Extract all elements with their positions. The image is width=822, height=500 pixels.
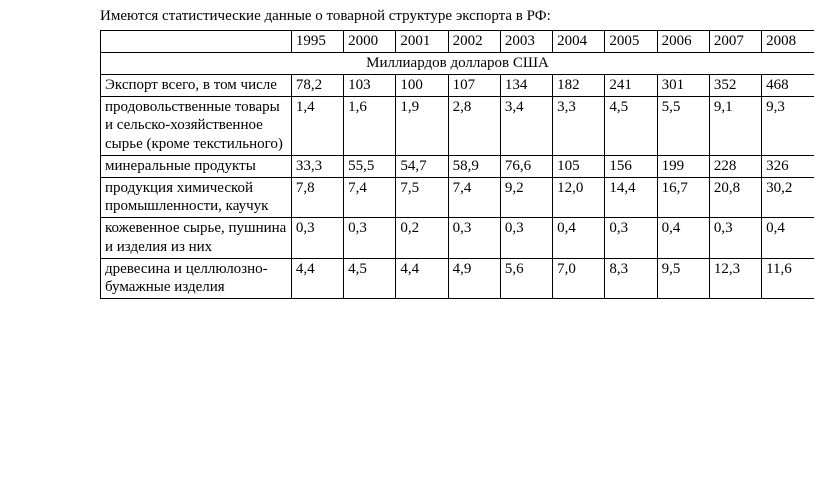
cell: 20,8: [709, 177, 761, 218]
row-label: минеральные продукты: [101, 155, 292, 177]
cell: 5,6: [500, 258, 552, 299]
cell: 1,9: [396, 96, 448, 155]
cell: 76,6: [500, 155, 552, 177]
cell: 7,0: [553, 258, 605, 299]
year-header: 2006: [657, 31, 709, 53]
cell: 4,4: [291, 258, 343, 299]
table-row: минеральные продукты 33,3 55,5 54,7 58,9…: [101, 155, 815, 177]
cell: 58,9: [448, 155, 500, 177]
cell: 0,2: [396, 218, 448, 259]
cell: 4,5: [605, 96, 657, 155]
cell: 301: [657, 74, 709, 96]
row-label: древесина и целлюлозно-бумажные изделия: [101, 258, 292, 299]
year-header: 1995: [291, 31, 343, 53]
cell: 0,3: [448, 218, 500, 259]
cell: 0,3: [605, 218, 657, 259]
cell: 7,8: [291, 177, 343, 218]
units-cell: Миллиардов долларов США: [101, 53, 815, 75]
cell: 8,3: [605, 258, 657, 299]
cell: 0,3: [709, 218, 761, 259]
cell: 16,7: [657, 177, 709, 218]
cell: 352: [709, 74, 761, 96]
units-row: Миллиардов долларов США: [101, 53, 815, 75]
cell: 7,5: [396, 177, 448, 218]
cell: 1,6: [344, 96, 396, 155]
table-row: древесина и целлюлозно-бумажные изделия …: [101, 258, 815, 299]
cell: 7,4: [448, 177, 500, 218]
cell: 9,3: [762, 96, 814, 155]
cell: 33,3: [291, 155, 343, 177]
year-header: 2005: [605, 31, 657, 53]
cell: 11,6: [762, 258, 814, 299]
year-header: 2008: [762, 31, 814, 53]
row-label: продукция химической промышленности, кау…: [101, 177, 292, 218]
export-table: 1995 2000 2001 2002 2003 2004 2005 2006 …: [100, 30, 814, 299]
cell: 4,5: [344, 258, 396, 299]
cell: 103: [344, 74, 396, 96]
header-blank: [101, 31, 292, 53]
table-row: продовольственные товары и сельско-хозяй…: [101, 96, 815, 155]
cell: 0,4: [553, 218, 605, 259]
cell: 3,4: [500, 96, 552, 155]
row-label: Экспорт всего, в том числе: [101, 74, 292, 96]
cell: 4,9: [448, 258, 500, 299]
year-header: 2003: [500, 31, 552, 53]
table-row: Экспорт всего, в том числе 78,2 103 100 …: [101, 74, 815, 96]
cell: 1,4: [291, 96, 343, 155]
cell: 326: [762, 155, 814, 177]
cell: 0,3: [500, 218, 552, 259]
cell: 4,4: [396, 258, 448, 299]
cell: 100: [396, 74, 448, 96]
row-label: продовольственные товары и сельско-хозяй…: [101, 96, 292, 155]
cell: 0,4: [657, 218, 709, 259]
cell: 55,5: [344, 155, 396, 177]
cell: 9,5: [657, 258, 709, 299]
cell: 156: [605, 155, 657, 177]
table-row: кожевенное сырье, пушнина и изделия из н…: [101, 218, 815, 259]
cell: 9,1: [709, 96, 761, 155]
year-header: 2007: [709, 31, 761, 53]
cell: 78,2: [291, 74, 343, 96]
cell: 7,4: [344, 177, 396, 218]
year-header: 2004: [553, 31, 605, 53]
intro-text: Имеются статистические данные о товарной…: [100, 6, 814, 26]
cell: 199: [657, 155, 709, 177]
cell: 0,3: [344, 218, 396, 259]
table-row: продукция химической промышленности, кау…: [101, 177, 815, 218]
cell: 0,3: [291, 218, 343, 259]
cell: 228: [709, 155, 761, 177]
cell: 105: [553, 155, 605, 177]
page: Имеются статистические данные о товарной…: [0, 0, 822, 500]
cell: 134: [500, 74, 552, 96]
cell: 107: [448, 74, 500, 96]
row-label: кожевенное сырье, пушнина и изделия из н…: [101, 218, 292, 259]
year-header: 2001: [396, 31, 448, 53]
cell: 468: [762, 74, 814, 96]
cell: 9,2: [500, 177, 552, 218]
cell: 5,5: [657, 96, 709, 155]
cell: 54,7: [396, 155, 448, 177]
cell: 12,3: [709, 258, 761, 299]
table-header-row: 1995 2000 2001 2002 2003 2004 2005 2006 …: [101, 31, 815, 53]
cell: 182: [553, 74, 605, 96]
cell: 12,0: [553, 177, 605, 218]
year-header: 2002: [448, 31, 500, 53]
cell: 241: [605, 74, 657, 96]
cell: 0,4: [762, 218, 814, 259]
cell: 30,2: [762, 177, 814, 218]
year-header: 2000: [344, 31, 396, 53]
cell: 14,4: [605, 177, 657, 218]
cell: 3,3: [553, 96, 605, 155]
cell: 2,8: [448, 96, 500, 155]
